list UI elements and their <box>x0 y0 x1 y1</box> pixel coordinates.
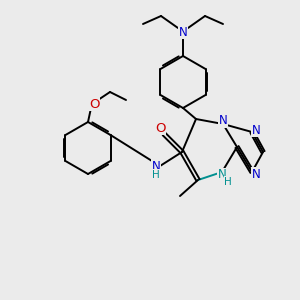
Text: O: O <box>155 122 165 134</box>
Text: N: N <box>252 167 260 181</box>
Text: H: H <box>152 170 160 180</box>
Text: N: N <box>252 124 260 136</box>
Text: N: N <box>219 115 227 128</box>
Text: H: H <box>224 177 232 187</box>
Text: N: N <box>152 160 160 172</box>
Text: O: O <box>89 98 99 110</box>
Text: N: N <box>178 26 188 38</box>
Text: N: N <box>218 169 226 182</box>
